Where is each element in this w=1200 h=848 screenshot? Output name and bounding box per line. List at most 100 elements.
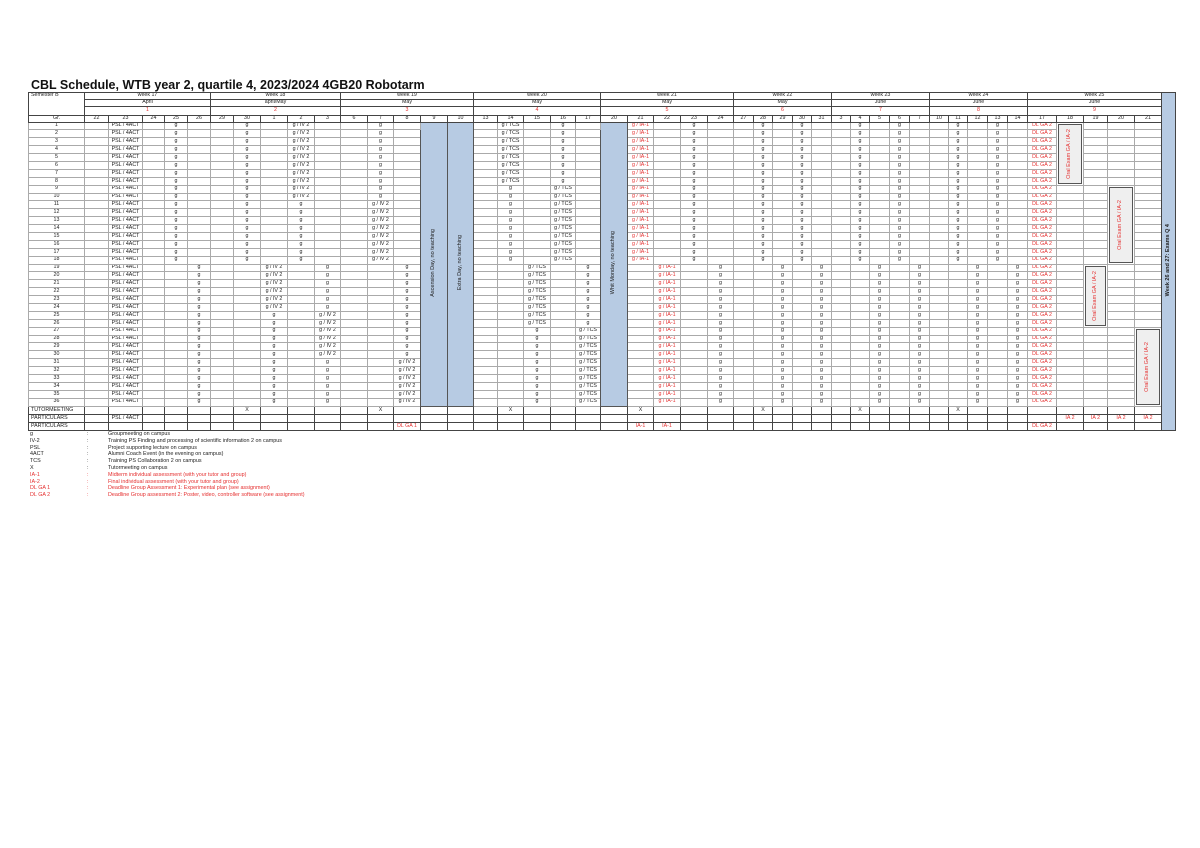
period-number: 7 (831, 106, 930, 116)
schedule-cell: g (260, 397, 288, 407)
empty-cell (210, 255, 234, 265)
empty-cell (929, 326, 949, 336)
schedule-cell: g (948, 184, 968, 194)
empty-cell (523, 121, 551, 131)
empty-cell (948, 279, 968, 289)
empty-cell (831, 137, 851, 147)
schedule-cell: g (987, 184, 1008, 194)
schedule-cell: g / IV 2 (314, 318, 341, 328)
empty-cell (473, 374, 498, 383)
empty-cell (340, 397, 368, 407)
schedule-cell: g (260, 326, 288, 336)
schedule-cell: g (792, 153, 812, 162)
schedule-cell: DL GA 2 (1027, 224, 1057, 233)
schedule-cell: g (187, 397, 211, 407)
empty-cell (210, 208, 234, 218)
week-label: week 18 (210, 92, 341, 100)
empty-cell (1083, 208, 1108, 218)
empty-cell (929, 231, 949, 241)
schedule-cell: g (909, 374, 930, 383)
schedule-cell: IA-1 (627, 421, 654, 432)
schedule-cell: g (233, 153, 261, 162)
empty-cell (1083, 358, 1108, 368)
empty-cell (707, 255, 734, 265)
schedule-cell: g (889, 129, 910, 139)
schedule-cell: g / TCS (523, 302, 551, 312)
empty-cell (707, 216, 734, 226)
schedule-cell: g / IA-1 (627, 176, 654, 186)
empty-cell (733, 239, 754, 249)
empty-cell (680, 389, 708, 399)
schedule-cell: PSL / 4ACT (108, 413, 143, 423)
schedule-cell: g (680, 200, 708, 210)
legend-abbreviation: PSL (30, 444, 41, 451)
schedule-cell: g (497, 255, 524, 265)
schedule-cell: g (523, 358, 551, 368)
schedule-cell: g (889, 145, 910, 155)
empty-cell (869, 255, 890, 265)
empty-cell (210, 184, 234, 194)
empty-cell (909, 137, 930, 147)
empty-cell (929, 302, 949, 312)
empty-cell (909, 224, 930, 233)
empty-cell (680, 421, 708, 432)
empty-cell (1107, 358, 1135, 368)
empty-cell (1007, 145, 1028, 155)
empty-cell (1107, 302, 1135, 312)
empty-cell (1134, 239, 1162, 249)
empty-cell (1056, 200, 1084, 210)
schedule-cell: g (811, 295, 832, 304)
schedule-cell: g / IV 2 (287, 129, 315, 139)
schedule-cell: IA 2 (1107, 413, 1135, 423)
schedule-cell: g / IA-1 (653, 279, 681, 289)
empty-cell (1107, 350, 1135, 360)
schedule-cell: g (869, 271, 890, 281)
empty-cell (850, 279, 870, 289)
empty-cell (653, 200, 681, 210)
empty-cell (84, 287, 109, 297)
schedule-cell: g (233, 255, 261, 265)
empty-cell (831, 153, 851, 162)
empty-cell (187, 184, 211, 194)
schedule-cell: g (792, 137, 812, 147)
empty-cell (831, 342, 851, 352)
empty-cell (889, 295, 910, 304)
legend-separator: : (87, 471, 89, 478)
empty-cell (967, 160, 988, 170)
empty-cell (1083, 129, 1108, 139)
schedule-cell: g (367, 192, 394, 202)
legend-description: Training PS Collaboration 2 on campus (108, 458, 202, 465)
legend-abbreviation: TCS (30, 458, 41, 465)
schedule-cell: g / TCS (575, 334, 601, 344)
empty-cell (792, 413, 812, 423)
empty-cell (1056, 389, 1084, 399)
empty-cell (233, 326, 261, 336)
schedule-cell: PSL / 4ACT (108, 176, 143, 186)
schedule-cell: g (987, 239, 1008, 249)
schedule-cell: g (987, 137, 1008, 147)
empty-cell (733, 263, 754, 273)
empty-cell (869, 231, 890, 241)
empty-cell (550, 381, 576, 391)
schedule-cell: g (187, 381, 211, 391)
schedule-cell: g (497, 184, 524, 194)
empty-cell (948, 295, 968, 304)
schedule-cell: g (260, 350, 288, 360)
empty-cell (142, 374, 165, 383)
empty-cell (340, 366, 368, 375)
group-number: 12 (28, 208, 85, 218)
empty-cell (393, 413, 421, 423)
empty-cell (187, 192, 211, 202)
schedule-cell: g (850, 231, 870, 241)
schedule-cell: g (707, 295, 734, 304)
oral-exam-block: Oral Exam GA / IA-2 (1056, 121, 1084, 186)
empty-cell (792, 366, 812, 375)
empty-cell (1107, 153, 1135, 162)
schedule-cell: g (497, 192, 524, 202)
schedule-cell: g (707, 334, 734, 344)
empty-cell (314, 176, 341, 186)
group-number: 15 (28, 231, 85, 241)
schedule-cell: PSL / 4ACT (108, 381, 143, 391)
empty-cell (889, 279, 910, 289)
empty-cell (1007, 129, 1028, 139)
